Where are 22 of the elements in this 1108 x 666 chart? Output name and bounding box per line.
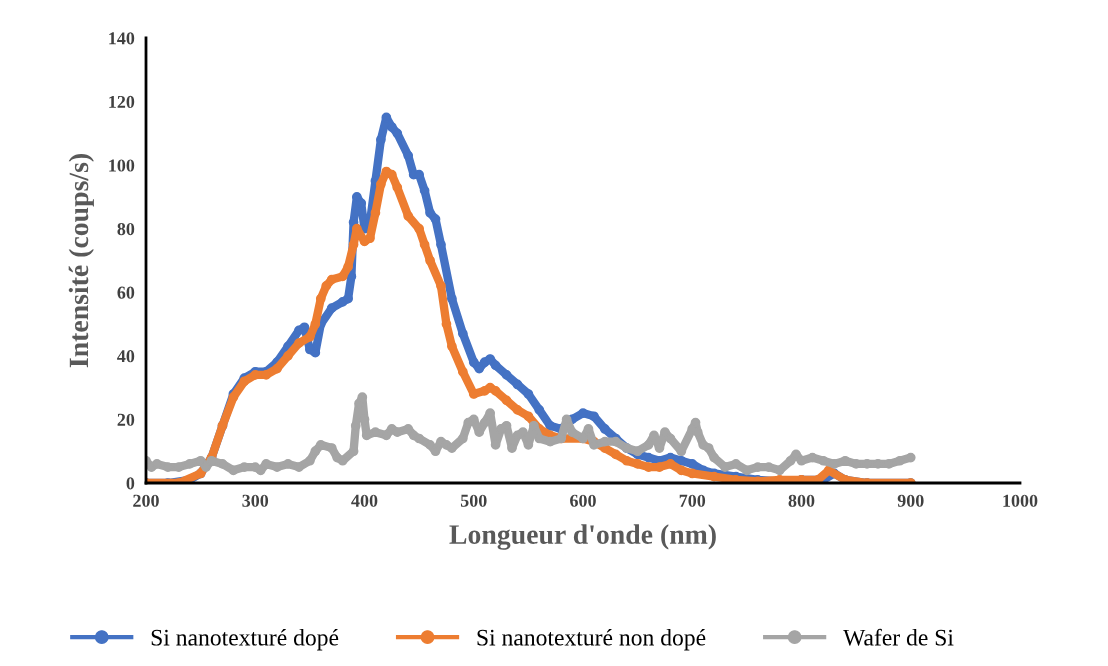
y-tick-label: 40 xyxy=(117,350,135,363)
y-tick-label: 60 xyxy=(117,286,135,299)
y-axis-title: Intensité (coups/s) xyxy=(68,154,94,368)
y-tick-label: 80 xyxy=(117,222,135,236)
x-tick-label: 800 xyxy=(788,494,815,507)
x-tick-label: 500 xyxy=(460,494,487,507)
legend-label: Wafer de Si xyxy=(843,628,954,646)
x-tick-label: 600 xyxy=(570,494,596,507)
x-tick-label: 300 xyxy=(242,494,269,507)
y-tick-label: 0 xyxy=(126,477,135,490)
y-tick-label: 100 xyxy=(109,159,135,172)
y-tick-label: 140 xyxy=(109,32,135,45)
legend-label: Si nanotexturé non dopé xyxy=(477,628,706,651)
y-tick-label: 20 xyxy=(117,413,135,426)
x-tick-label: 1000 xyxy=(1003,494,1038,507)
y-tick-label: 120 xyxy=(109,95,135,109)
x-tick-label: 700 xyxy=(679,494,706,507)
x-tick-label: 900 xyxy=(897,494,924,507)
legend-label: Si nanotexturé dopé xyxy=(151,628,339,651)
x-tick-label: 400 xyxy=(351,494,378,507)
x-axis-title: Longueur d'onde (nm) xyxy=(449,524,716,550)
x-tick-label: 200 xyxy=(133,494,159,507)
